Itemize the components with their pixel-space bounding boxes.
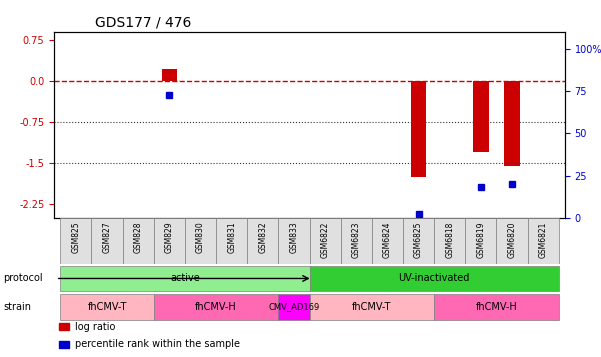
Text: GSM6821: GSM6821 — [538, 221, 548, 258]
Text: protocol: protocol — [3, 273, 43, 283]
Text: GSM6820: GSM6820 — [507, 221, 516, 258]
FancyBboxPatch shape — [60, 266, 310, 291]
Bar — [59, 341, 69, 348]
Text: GSM828: GSM828 — [133, 221, 142, 253]
FancyBboxPatch shape — [91, 218, 123, 264]
Text: active: active — [170, 273, 200, 283]
Bar — [162, 69, 177, 81]
FancyBboxPatch shape — [403, 218, 434, 264]
FancyBboxPatch shape — [60, 294, 154, 320]
FancyBboxPatch shape — [216, 218, 247, 264]
FancyBboxPatch shape — [372, 218, 403, 264]
FancyBboxPatch shape — [278, 294, 310, 320]
Text: GSM830: GSM830 — [196, 221, 205, 253]
Text: strain: strain — [3, 302, 31, 312]
Text: GSM832: GSM832 — [258, 221, 267, 253]
FancyBboxPatch shape — [247, 218, 278, 264]
Text: GSM827: GSM827 — [103, 221, 112, 253]
FancyBboxPatch shape — [341, 218, 372, 264]
Bar — [59, 323, 69, 330]
Text: fhCMV-T: fhCMV-T — [87, 302, 127, 312]
Text: GSM6823: GSM6823 — [352, 221, 361, 258]
Text: GSM831: GSM831 — [227, 221, 236, 253]
Text: GSM6824: GSM6824 — [383, 221, 392, 258]
FancyBboxPatch shape — [60, 218, 91, 264]
Text: GSM829: GSM829 — [165, 221, 174, 253]
FancyBboxPatch shape — [310, 294, 434, 320]
FancyBboxPatch shape — [434, 218, 465, 264]
Text: GSM833: GSM833 — [290, 221, 299, 253]
FancyBboxPatch shape — [496, 218, 528, 264]
Text: percentile rank within the sample: percentile rank within the sample — [75, 340, 240, 350]
FancyBboxPatch shape — [154, 294, 278, 320]
FancyBboxPatch shape — [278, 218, 310, 264]
FancyBboxPatch shape — [123, 218, 154, 264]
Text: fhCMV-H: fhCMV-H — [475, 302, 517, 312]
FancyBboxPatch shape — [310, 266, 559, 291]
Text: fhCMV-H: fhCMV-H — [195, 302, 237, 312]
FancyBboxPatch shape — [154, 218, 185, 264]
FancyBboxPatch shape — [465, 218, 496, 264]
Text: GSM6819: GSM6819 — [477, 221, 486, 258]
Bar — [410, 81, 426, 177]
Text: GSM6818: GSM6818 — [445, 221, 454, 258]
Text: GSM6825: GSM6825 — [414, 221, 423, 258]
Bar — [473, 81, 489, 152]
Text: GSM6822: GSM6822 — [320, 221, 329, 258]
FancyBboxPatch shape — [310, 218, 341, 264]
Text: GDS177 / 476: GDS177 / 476 — [95, 16, 191, 30]
Text: GSM825: GSM825 — [72, 221, 81, 253]
Text: log ratio: log ratio — [75, 322, 115, 332]
Text: UV-inactivated: UV-inactivated — [398, 273, 470, 283]
Text: CMV_AD169: CMV_AD169 — [268, 302, 320, 312]
Text: fhCMV-T: fhCMV-T — [352, 302, 391, 312]
FancyBboxPatch shape — [434, 294, 559, 320]
FancyBboxPatch shape — [528, 218, 559, 264]
FancyBboxPatch shape — [185, 218, 216, 264]
Bar — [504, 81, 520, 166]
